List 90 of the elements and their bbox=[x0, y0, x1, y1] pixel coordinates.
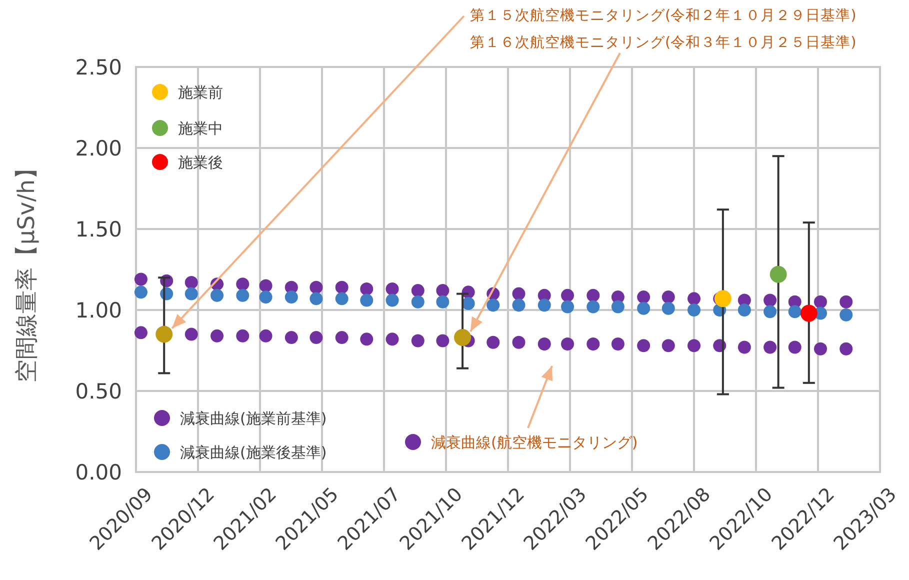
point bbox=[236, 278, 250, 291]
point bbox=[764, 340, 777, 354]
legend-label: 施業前 bbox=[178, 83, 223, 102]
y-tick-label: 0.00 bbox=[75, 460, 122, 484]
point bbox=[335, 280, 348, 294]
point bbox=[688, 292, 700, 306]
point bbox=[611, 338, 624, 351]
point bbox=[436, 284, 450, 298]
point bbox=[284, 290, 298, 304]
point bbox=[561, 300, 574, 314]
point bbox=[586, 288, 600, 302]
point bbox=[688, 304, 700, 316]
y-tick-label: 0.50 bbox=[75, 379, 122, 404]
point bbox=[236, 288, 250, 302]
point bbox=[360, 332, 374, 346]
legend-label: 減衰曲線(施業前基準) bbox=[180, 409, 327, 428]
y-tick-label: 2.50 bbox=[75, 55, 122, 80]
point bbox=[411, 334, 424, 348]
point bbox=[788, 305, 802, 318]
point bbox=[386, 332, 399, 346]
point bbox=[800, 304, 818, 322]
point bbox=[662, 290, 675, 304]
point bbox=[134, 326, 148, 340]
point bbox=[210, 288, 224, 302]
point bbox=[436, 334, 450, 348]
point bbox=[436, 295, 450, 308]
point bbox=[184, 276, 198, 289]
point bbox=[512, 287, 526, 300]
point bbox=[788, 340, 802, 354]
legend-label: 減衰曲線(施業後基準) bbox=[180, 443, 327, 462]
point bbox=[310, 280, 323, 294]
legend-label: 減衰曲線(航空機モニタリング) bbox=[431, 433, 638, 452]
legend-label: 施業中 bbox=[178, 119, 223, 138]
point bbox=[538, 298, 551, 312]
point bbox=[586, 338, 600, 351]
point bbox=[411, 295, 424, 308]
point bbox=[662, 302, 675, 315]
point bbox=[662, 339, 675, 352]
point bbox=[310, 331, 323, 344]
legend-label: 施業後 bbox=[178, 153, 223, 172]
point bbox=[561, 288, 574, 302]
point bbox=[134, 272, 148, 286]
point bbox=[411, 284, 424, 298]
point bbox=[360, 294, 374, 307]
point bbox=[637, 290, 650, 304]
point bbox=[840, 308, 853, 322]
point bbox=[538, 338, 551, 351]
point bbox=[259, 290, 272, 304]
point bbox=[259, 329, 272, 342]
point bbox=[814, 342, 827, 356]
y-tick-label: 2.00 bbox=[75, 136, 122, 160]
point bbox=[360, 282, 374, 296]
point bbox=[386, 282, 399, 296]
y-tick-label: 1.50 bbox=[75, 217, 122, 242]
point bbox=[236, 329, 250, 342]
point bbox=[637, 339, 650, 352]
point bbox=[156, 326, 173, 343]
point bbox=[335, 292, 348, 306]
point bbox=[840, 295, 853, 308]
point bbox=[764, 294, 777, 307]
point bbox=[210, 329, 224, 342]
point bbox=[770, 266, 787, 283]
point bbox=[764, 305, 777, 318]
point bbox=[259, 279, 272, 292]
text: 第１５次航空機モニタリング(令和２年１０月２９日基準) bbox=[470, 7, 856, 24]
point bbox=[688, 339, 700, 352]
point bbox=[814, 295, 827, 308]
point bbox=[486, 298, 500, 312]
point bbox=[738, 340, 751, 354]
point bbox=[637, 302, 650, 315]
point bbox=[586, 300, 600, 314]
point bbox=[486, 336, 500, 349]
point bbox=[512, 298, 526, 312]
y-axis-title: 空間線量率【μSv/h】 bbox=[14, 156, 40, 383]
point bbox=[454, 329, 472, 346]
point bbox=[512, 336, 526, 349]
point bbox=[335, 331, 348, 344]
point bbox=[386, 294, 399, 307]
point bbox=[134, 286, 148, 299]
point bbox=[184, 287, 198, 300]
y-tick-label: 1.00 bbox=[75, 298, 122, 322]
text: 第１６次航空機モニタリング(令和３年１０月２５日基準) bbox=[470, 34, 856, 51]
point bbox=[738, 304, 751, 316]
point bbox=[462, 297, 475, 310]
point bbox=[561, 338, 574, 351]
point bbox=[611, 300, 624, 314]
point bbox=[184, 328, 198, 341]
point bbox=[840, 342, 853, 356]
point bbox=[284, 331, 298, 344]
point bbox=[310, 292, 323, 306]
